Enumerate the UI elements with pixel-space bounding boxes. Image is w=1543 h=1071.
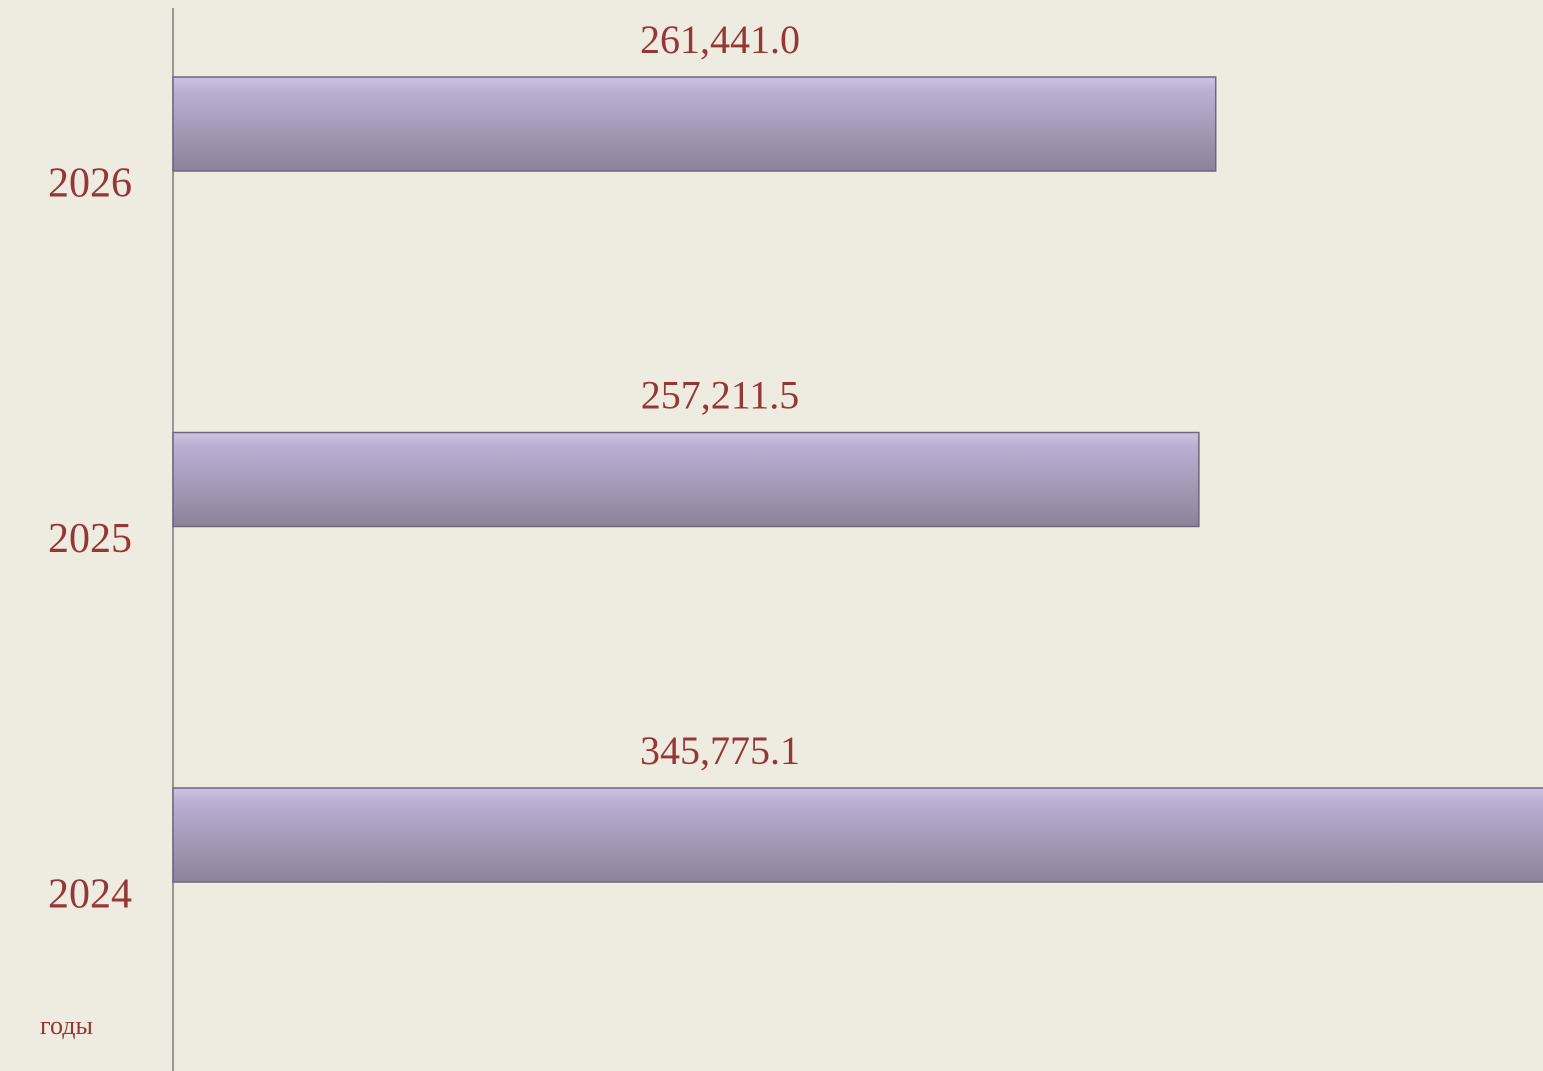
- data-label: 257,211.5: [641, 373, 800, 418]
- data-label: 345,775.1: [640, 728, 800, 773]
- bar: [172, 76, 1217, 172]
- y-tick-label: 2026: [48, 161, 132, 207]
- axis-label: годы: [40, 1011, 93, 1040]
- bar: [172, 431, 1200, 528]
- y-tick-label: 2024: [48, 872, 132, 918]
- bar: [172, 787, 1543, 883]
- data-label: 261,441.0: [640, 17, 800, 62]
- y-tick-label: 2025: [48, 516, 132, 562]
